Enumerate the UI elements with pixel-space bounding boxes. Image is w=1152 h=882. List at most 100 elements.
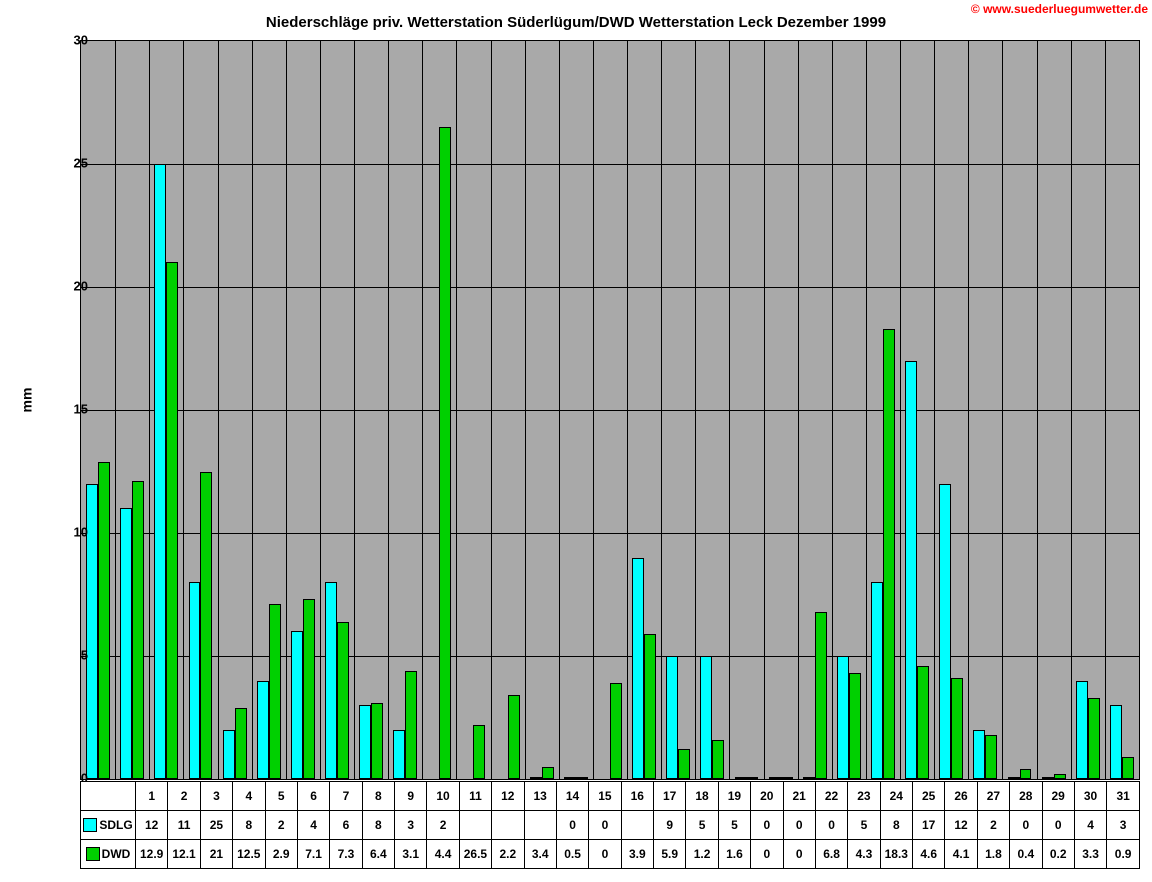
bar-dwd: [200, 472, 212, 780]
bar-sdlg: [120, 508, 132, 779]
bar-sdlg: [1042, 777, 1054, 779]
bar-dwd: [781, 777, 793, 779]
bar-sdlg: [1008, 777, 1020, 779]
gridline-v: [764, 41, 765, 779]
table-cell: 7.1: [297, 840, 329, 869]
table-cell: 12: [136, 811, 168, 840]
bar-dwd: [473, 725, 485, 779]
gridline-v: [695, 41, 696, 779]
gridline-v: [559, 41, 560, 779]
bar-sdlg: [223, 730, 235, 779]
table-cell: 0: [751, 840, 783, 869]
bar-sdlg: [666, 656, 678, 779]
table-cell: 2: [427, 811, 459, 840]
table-cell: 0.2: [1042, 840, 1074, 869]
bar-sdlg: [769, 777, 781, 779]
bar-dwd: [883, 329, 895, 779]
table-cell: 4.6: [913, 840, 945, 869]
y-tick-label: 15: [28, 402, 88, 417]
table-col-header: 1: [136, 782, 168, 811]
table-col-header: 10: [427, 782, 459, 811]
table-cell: 0: [556, 811, 588, 840]
gridline-v: [1105, 41, 1106, 779]
bar-sdlg: [1076, 681, 1088, 779]
table-cell: 1.6: [718, 840, 750, 869]
gridline-v: [627, 41, 628, 779]
series-name: SDLG: [99, 818, 132, 832]
table-col-header: 13: [524, 782, 556, 811]
gridline-v: [798, 41, 799, 779]
gridline-h: [81, 164, 1139, 165]
table-row-header: SDLG: [81, 811, 136, 840]
bar-dwd: [132, 481, 144, 779]
table-cell: 0: [589, 840, 621, 869]
table-cell: 8: [880, 811, 912, 840]
bar-sdlg: [973, 730, 985, 779]
bar-dwd: [1088, 698, 1100, 779]
gridline-v: [286, 41, 287, 779]
data-table: 1234567891011121314151617181920212223242…: [80, 781, 1140, 869]
table-cell: 6.4: [362, 840, 394, 869]
table-cell: 4: [297, 811, 329, 840]
gridline-h: [81, 656, 1139, 657]
table-cell: 21: [200, 840, 232, 869]
chart-title: Niederschläge priv. Wetterstation Süderl…: [0, 14, 1152, 31]
gridline-v: [149, 41, 150, 779]
table-col-header: 7: [330, 782, 362, 811]
bar-dwd: [508, 695, 520, 779]
gridline-v: [491, 41, 492, 779]
y-tick-label: 10: [28, 525, 88, 540]
bar-dwd: [1020, 769, 1032, 779]
bar-dwd: [678, 749, 690, 779]
gridline-v: [729, 41, 730, 779]
table-cell: 3.4: [524, 840, 556, 869]
bar-dwd: [166, 262, 178, 779]
table-cell: 3.1: [395, 840, 427, 869]
bar-sdlg: [632, 558, 644, 779]
table-col-header: 14: [556, 782, 588, 811]
gridline-v: [456, 41, 457, 779]
gridline-v: [218, 41, 219, 779]
bar-dwd: [371, 703, 383, 779]
bar-dwd: [269, 604, 281, 779]
table-cell: 8: [362, 811, 394, 840]
table-col-header: 16: [621, 782, 653, 811]
table-col-header: 25: [913, 782, 945, 811]
table-cell: 5: [718, 811, 750, 840]
legend-swatch: [86, 847, 100, 861]
table-cell: 0.9: [1107, 840, 1140, 869]
bar-sdlg: [393, 730, 405, 779]
table-cell: 2: [977, 811, 1009, 840]
bar-dwd: [951, 678, 963, 779]
table-cell: 0: [1042, 811, 1074, 840]
legend-swatch: [83, 818, 97, 832]
bar-dwd: [235, 708, 247, 779]
bar-dwd: [439, 127, 451, 779]
table-cell: 18.3: [880, 840, 912, 869]
table-col-header: 15: [589, 782, 621, 811]
table-col-header: 23: [848, 782, 880, 811]
table-col-header: 20: [751, 782, 783, 811]
table-cell: 17: [913, 811, 945, 840]
bar-sdlg: [154, 164, 166, 779]
table-col-header: 5: [265, 782, 297, 811]
table-col-header: 22: [815, 782, 847, 811]
table-cell: [524, 811, 556, 840]
table-col-header: 28: [1010, 782, 1042, 811]
bar-sdlg: [803, 777, 815, 779]
table-cell: 0: [589, 811, 621, 840]
bar-sdlg: [564, 777, 576, 779]
gridline-v: [115, 41, 116, 779]
gridline-v: [832, 41, 833, 779]
table-cell: [459, 811, 491, 840]
table-cell: 9: [654, 811, 686, 840]
bar-dwd: [1122, 757, 1134, 779]
y-tick-label: 0: [28, 771, 88, 786]
gridline-v: [661, 41, 662, 779]
table-col-header: 3: [200, 782, 232, 811]
y-tick-label: 30: [28, 33, 88, 48]
table-col-header: 2: [168, 782, 200, 811]
table-cell: 12.9: [136, 840, 168, 869]
gridline-h: [81, 410, 1139, 411]
table-cell: 2: [265, 811, 297, 840]
